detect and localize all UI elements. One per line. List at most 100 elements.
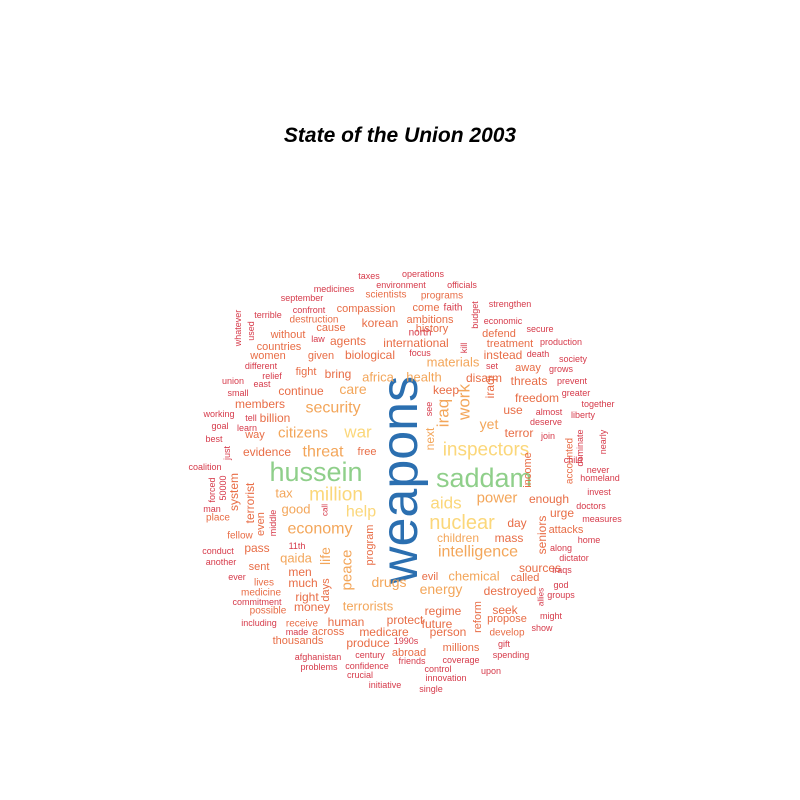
word-yet: yet <box>480 416 499 432</box>
word-might: might <box>540 611 563 621</box>
word-prevent: prevent <box>557 376 588 386</box>
word-given: given <box>308 350 334 362</box>
word-program: program <box>364 525 376 566</box>
word-just: just <box>222 446 232 462</box>
word-union: union <box>222 376 244 386</box>
word-child: child <box>564 455 583 465</box>
word-aids: aids <box>430 494 461 513</box>
word-place: place <box>206 513 230 524</box>
word-international: international <box>383 336 448 350</box>
word-single: single <box>419 684 443 694</box>
word-confront: confront <box>293 305 326 315</box>
word-show: show <box>531 623 553 633</box>
word-grows: grows <box>549 364 574 374</box>
word-thousands: thousands <box>273 635 324 647</box>
word-threat: threat <box>303 444 344 461</box>
word-greater: greater <box>562 388 591 398</box>
word-billion: billion <box>260 411 291 425</box>
word-possible: possible <box>250 606 287 617</box>
word-good: good <box>282 502 311 517</box>
word-problems: problems <box>300 662 338 672</box>
word-coverage: coverage <box>442 655 479 665</box>
word-faith: faith <box>444 303 463 314</box>
word-pass: pass <box>244 541 269 555</box>
word-care: care <box>339 381 366 397</box>
word-see: see <box>424 402 434 417</box>
word-countries: countries <box>257 341 302 353</box>
word-gift: gift <box>498 639 511 649</box>
word-million: million <box>309 485 363 506</box>
word-economy: economy <box>288 521 353 538</box>
word-materials: materials <box>427 355 480 370</box>
word-right: right <box>295 590 319 604</box>
word-across: across <box>312 626 345 638</box>
word-threats: threats <box>511 374 548 388</box>
word-dominate: dominate <box>575 429 585 466</box>
word-terror: terror <box>505 426 534 440</box>
word-another: another <box>206 557 237 567</box>
word-initiative: initiative <box>369 680 402 690</box>
word-focus: focus <box>409 348 431 358</box>
word-sent: sent <box>249 561 270 573</box>
word-men: men <box>288 565 311 579</box>
word-compassion: compassion <box>337 303 396 315</box>
word-1990s: 1990s <box>394 636 419 646</box>
word-history: history <box>416 323 449 335</box>
word-children: children <box>437 531 479 545</box>
word-evil: evil <box>422 571 439 583</box>
word-citizens: citizens <box>278 425 328 442</box>
word-law: law <box>311 334 325 344</box>
word-dictator: dictator <box>559 553 589 563</box>
word-freedom: freedom <box>515 391 559 405</box>
word-receive: receive <box>286 619 319 630</box>
word-develop: develop <box>489 628 524 639</box>
word-ever: ever <box>228 572 246 582</box>
word-war: war <box>343 423 372 442</box>
word-defend: defend <box>482 328 516 340</box>
word-used: used <box>246 321 256 341</box>
word-korean: korean <box>362 316 399 330</box>
word-11th: 11th <box>289 541 306 551</box>
word-medicines: medicines <box>314 284 355 294</box>
word-medicine: medicine <box>241 588 281 599</box>
word-days: days <box>320 578 332 602</box>
word-tax: tax <box>275 486 293 501</box>
word-life: life <box>317 547 333 565</box>
word-day: day <box>507 516 526 530</box>
word-measures: measures <box>582 514 622 524</box>
word-ambitions: ambitions <box>406 314 454 326</box>
word-god: god <box>553 580 568 590</box>
word-reform: reform <box>472 601 484 633</box>
word-control: control <box>424 664 451 674</box>
word-middle: middle <box>268 510 278 537</box>
word-continue: continue <box>278 384 324 398</box>
word-goal: goal <box>211 421 228 431</box>
word-much: much <box>288 576 317 590</box>
word-drugs: drugs <box>371 574 406 590</box>
word-terrorist: terrorist <box>243 482 257 523</box>
word-iraqi: iraqi <box>483 376 497 399</box>
word-production: production <box>540 337 582 347</box>
word-hussein: hussein <box>269 457 362 487</box>
word-seniors: seniors <box>535 516 549 555</box>
word-officials: officials <box>447 280 477 290</box>
word-invest: invest <box>587 487 611 497</box>
word-use: use <box>503 403 523 417</box>
word-intelligence: intelligence <box>438 544 518 561</box>
word-mass: mass <box>495 531 524 545</box>
word-attacks: attacks <box>549 524 584 536</box>
word-call: call <box>321 504 330 516</box>
word-innovation: innovation <box>425 673 466 683</box>
word-crucial: crucial <box>347 670 373 680</box>
word-income: income <box>522 452 534 487</box>
word-system: system <box>227 473 241 511</box>
word-come: come <box>413 302 440 314</box>
word-death: death <box>527 349 550 359</box>
word-qaida: qaida <box>280 551 313 566</box>
word-including: including <box>241 618 277 628</box>
word-east: east <box>253 379 271 389</box>
word-accounted: accounted <box>565 438 576 484</box>
word-regime: regime <box>425 604 462 618</box>
word-century: century <box>355 650 385 660</box>
word-along: along <box>550 543 572 553</box>
